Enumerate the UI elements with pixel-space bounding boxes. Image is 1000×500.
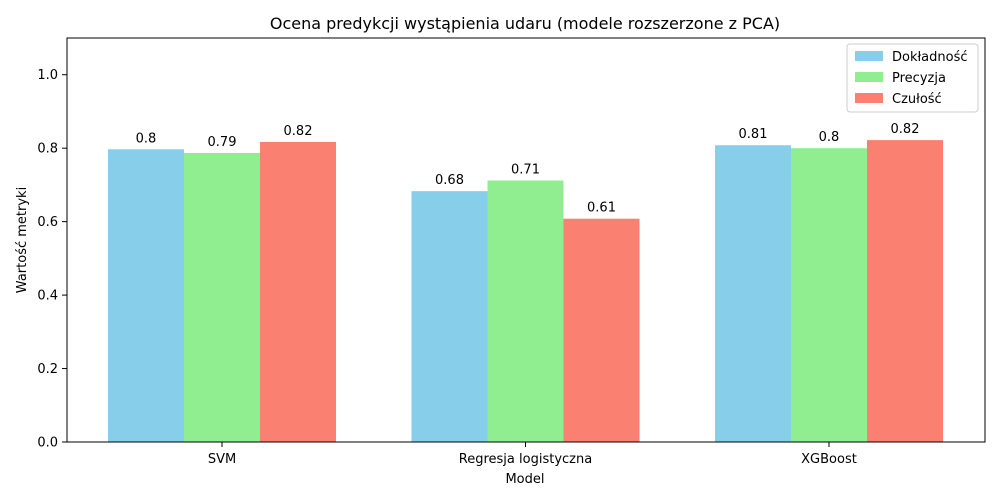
legend-swatch (855, 93, 883, 103)
x-tick-label: SVM (208, 452, 236, 467)
y-axis-label: Wartość metryki (15, 187, 30, 293)
y-tick-label: 0.8 (37, 142, 58, 157)
y-tick-label: 0.6 (37, 215, 58, 230)
legend-swatch (855, 51, 883, 61)
chart-title: Ocena predykcji wystąpienia udaru (model… (270, 14, 780, 33)
data-label: 0.79 (208, 135, 237, 150)
plot-area: 0.8 0.68 0.81 0.79 0.71 0.8 0.82 0.61 0.82 0.0 0.2… (37, 37, 986, 467)
bar (791, 148, 867, 442)
bar (487, 180, 564, 442)
bar (715, 145, 791, 442)
y-tick-label: 0.0 (37, 436, 58, 451)
data-label: 0.8 (819, 130, 840, 145)
y-tick-label: 0.4 (37, 289, 58, 304)
data-label: 0.82 (284, 124, 313, 139)
x-axis-label: Model (505, 472, 544, 487)
legend-label: Precyzja (892, 71, 946, 86)
y-tick-label: 1.0 (37, 68, 58, 83)
data-label: 0.68 (435, 173, 464, 188)
bar (563, 218, 640, 442)
legend-label: Czułość (892, 92, 942, 107)
bar (867, 140, 943, 443)
x-tick-label: Regresja logistyczna (459, 452, 592, 467)
data-label: 0.82 (891, 122, 920, 137)
data-label: 0.81 (739, 127, 768, 142)
legend-label: Dokładność (892, 50, 968, 65)
data-label: 0.8 (136, 131, 157, 146)
y-tick-label: 0.2 (37, 362, 58, 377)
bar (184, 152, 260, 442)
legend: Dokładność Precyzja Czułość (846, 43, 979, 113)
data-label: 0.71 (511, 163, 540, 178)
bar (108, 149, 184, 442)
data-label: 0.61 (587, 201, 616, 216)
legend-swatch (855, 72, 883, 82)
bar (411, 191, 488, 442)
bar (260, 141, 336, 443)
x-tick-label: XGBoost (801, 452, 857, 467)
